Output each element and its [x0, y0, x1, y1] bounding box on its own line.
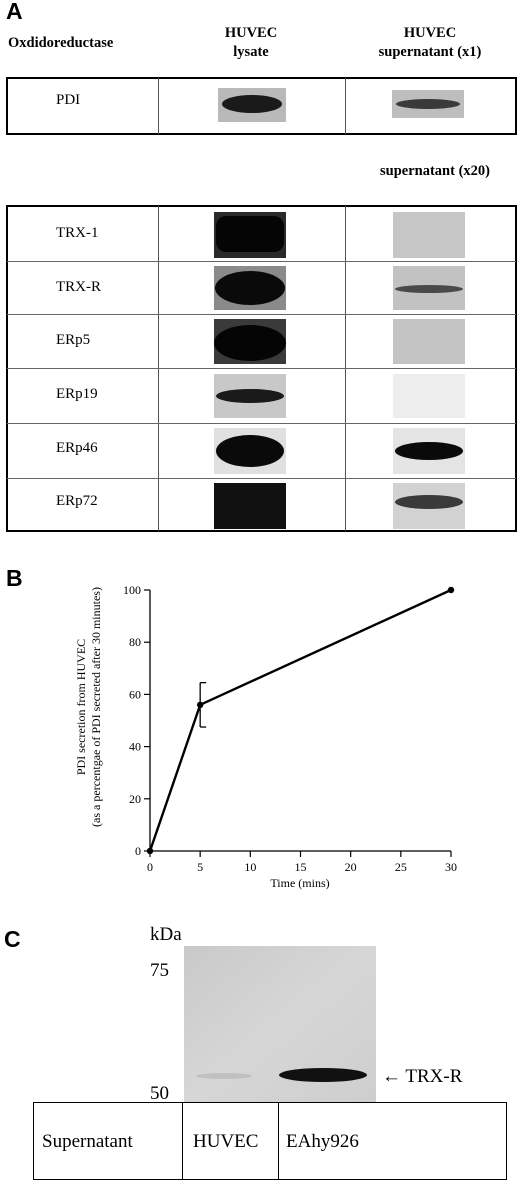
- trx-1-lysate-band: [214, 212, 286, 258]
- erp72-supernatant-band: [393, 483, 465, 529]
- x-tick-label: 5: [197, 860, 203, 874]
- eahy926-trx-r-band: [279, 1068, 367, 1082]
- huvec-sample-label: HUVEC: [193, 1131, 259, 1152]
- row-label-trx-r: TRX-R: [56, 279, 101, 295]
- series-line: [148, 588, 452, 852]
- data-point: [447, 586, 455, 594]
- pdi-divider-1: [158, 78, 159, 134]
- row-label-erp46: ERp46: [56, 440, 98, 456]
- row-separator-5: [7, 478, 516, 479]
- erp46-lysate-band: [214, 428, 286, 474]
- huvec-supernatant-header-line1: HUVEC: [403, 25, 457, 41]
- eahy926-sample-label: EAhy926: [286, 1131, 359, 1152]
- trx-1-supernatant-band: [393, 212, 465, 258]
- x-axis-label: Time (mins): [270, 876, 329, 890]
- secretion-time-course-chart: 0 20 40 60 80 100 0 5 10 15 20 25 30 PDI secretion f…: [74, 583, 457, 890]
- supernatant-label: Supernatant: [42, 1131, 133, 1152]
- y-tick-label: 20: [129, 792, 141, 806]
- x-tick-label: 25: [395, 860, 407, 874]
- row-separator-2: [7, 314, 516, 315]
- panel-c-letter: C: [4, 926, 21, 952]
- trx-r-arrow-label: ← TRX-R: [382, 1066, 463, 1087]
- erp5-supernatant-band: [393, 319, 465, 364]
- erp19-lysate-band: [214, 374, 286, 418]
- trx-r-western-blot: [184, 946, 376, 1102]
- huvec-supernatant-header: HUVEC supernatant (x1): [340, 24, 520, 62]
- row-label-trx-1: TRX-1: [56, 225, 99, 241]
- row-separator-4: [7, 423, 516, 424]
- y-tick-label: 60: [129, 687, 141, 701]
- y-axis-label-line2: (as a percentgae of PDI secreted after 3…: [89, 587, 103, 827]
- data-point: [196, 701, 204, 709]
- y-tick-label: 40: [129, 740, 141, 754]
- x-tick-label: 20: [345, 860, 357, 874]
- x-tick-label: 0: [147, 860, 153, 874]
- panel-a-letter: A: [6, 0, 23, 24]
- huvec-lysate-header-line2: lysate: [233, 44, 269, 60]
- pdi-supernatant-band: [392, 90, 464, 118]
- panel-b-letter: B: [6, 565, 23, 591]
- x-tick-label: 10: [244, 860, 256, 874]
- kda-label: kDa: [150, 924, 182, 945]
- sample-label-table: [33, 1102, 507, 1180]
- erp5-lysate-band: [214, 319, 286, 364]
- supernatant-x20-header: supernatant (x20): [380, 163, 490, 179]
- trx-r-supernatant-band: [393, 266, 465, 310]
- row-label-erp19: ERp19: [56, 386, 98, 402]
- row-label-erp72: ERp72: [56, 493, 98, 509]
- y-tick-label: 100: [123, 583, 141, 597]
- row-separator-1: [7, 261, 516, 262]
- sample-table-divider-1: [182, 1103, 183, 1179]
- y-axis-label-line1: PDI secretion from HUVEC: [74, 639, 88, 775]
- pdi-blot-box: [6, 77, 517, 135]
- marker-50-label: 50: [150, 1083, 169, 1104]
- y-tick-label: 80: [129, 635, 141, 649]
- sample-table-divider-2: [278, 1103, 279, 1179]
- row-separator-3: [7, 368, 516, 369]
- row-label-erp5: ERp5: [56, 332, 91, 348]
- erp46-supernatant-band: [393, 428, 465, 474]
- pdi-divider-2: [345, 78, 346, 134]
- huvec-lysate-header: HUVEC lysate: [196, 24, 306, 62]
- huvec-supernatant-header-line2: supernatant (x1): [378, 44, 482, 60]
- data-point: [146, 847, 154, 855]
- y-tick-label: 0: [135, 844, 141, 858]
- oxidoreductase-header: Oxdidoreductase: [8, 35, 114, 51]
- x-tick-label: 15: [295, 860, 307, 874]
- erp72-lysate-band: [214, 483, 286, 529]
- x-tick-label: 30: [445, 860, 457, 874]
- pdi-lysate-band: [218, 88, 286, 122]
- marker-75-label: 75: [150, 960, 169, 981]
- huvec-lysate-header-line1: HUVEC: [224, 25, 278, 41]
- row-label-pdi: PDI: [56, 92, 81, 108]
- erp19-supernatant-band: [393, 374, 465, 418]
- trx-r-lysate-band: [214, 266, 286, 310]
